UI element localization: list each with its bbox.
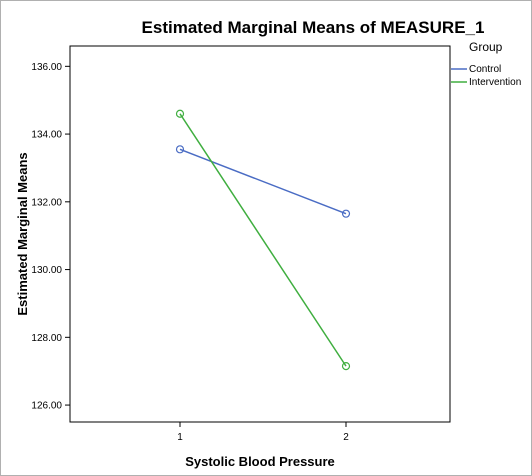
plot-area xyxy=(69,45,451,423)
legend: Group Control Intervention xyxy=(451,40,521,88)
series-layer xyxy=(175,109,351,371)
chart-title: Estimated Marginal Means of MEASURE_1 xyxy=(142,18,485,37)
y-tick-label: 136.00 xyxy=(31,62,62,73)
y-axis-label: Estimated Marginal Means xyxy=(15,152,30,315)
y-tick-label: 128.00 xyxy=(31,333,62,344)
data-point-intervention xyxy=(175,109,185,118)
y-tick-label: 130.00 xyxy=(31,265,62,276)
data-point-control xyxy=(341,209,351,218)
series-line-control xyxy=(179,148,347,215)
data-point-intervention xyxy=(341,362,351,371)
y-tick-label: 126.00 xyxy=(31,401,62,412)
y-axis-ticks: 126.00 128.00 130.00 132.00 134.00 136.00 xyxy=(31,62,70,412)
legend-title: Group xyxy=(469,40,503,54)
x-tick-label: 2 xyxy=(343,432,349,443)
y-tick-label: 134.00 xyxy=(31,130,62,141)
legend-label-control: Control xyxy=(469,64,501,75)
data-point-control xyxy=(175,145,185,154)
legend-label-intervention: Intervention xyxy=(469,77,521,88)
series-line-intervention xyxy=(179,113,347,367)
x-tick-label: 1 xyxy=(177,432,183,443)
x-axis-label: Systolic Blood Pressure xyxy=(185,454,335,469)
y-tick-label: 132.00 xyxy=(31,197,62,208)
